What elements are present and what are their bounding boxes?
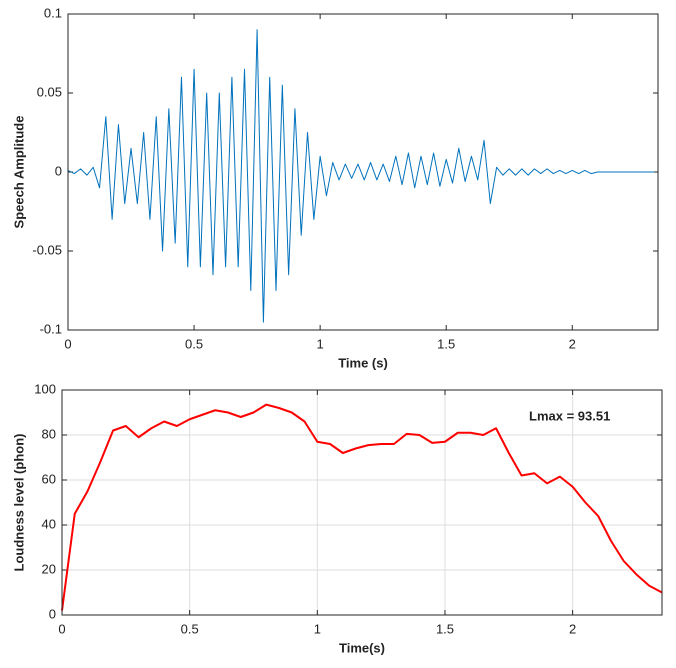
annotation: Lmax = 93.51 [529, 408, 610, 423]
x-tick-label: 0.5 [181, 621, 199, 636]
x-tick-label: 1.5 [437, 336, 455, 351]
y-tick-label: -0.05 [32, 242, 62, 257]
x-tick-label: 2 [569, 621, 576, 636]
y-tick-label: 60 [42, 471, 56, 486]
data-line [61, 403, 663, 611]
x-axis-label: Time (s) [338, 355, 388, 370]
y-axis-label: Speech Amplitude [11, 116, 26, 229]
x-tick-label: 2 [569, 336, 576, 351]
x-tick-label: 1 [317, 336, 324, 351]
y-tick-label: 0 [55, 163, 62, 178]
y-tick-label: 0 [49, 606, 56, 621]
y-tick-label: 80 [42, 426, 56, 441]
x-tick-label: 0 [58, 621, 65, 636]
data-line [67, 29, 655, 323]
x-tick-label: 1.5 [436, 621, 454, 636]
axes-frame [67, 13, 659, 331]
y-axis-label: Loudness level (phon) [11, 434, 26, 572]
y-tick-label: 100 [34, 381, 56, 396]
y-tick-label: 40 [42, 516, 56, 531]
y-tick-label: -0.1 [40, 321, 62, 336]
y-tick-label: 20 [42, 561, 56, 576]
y-tick-label: 0.1 [44, 5, 62, 20]
axes-frame [61, 389, 663, 616]
x-tick-label: 0 [64, 336, 71, 351]
x-tick-label: 0.5 [185, 336, 203, 351]
y-tick-label: 0.05 [37, 84, 62, 99]
x-axis-label: Time(s) [339, 640, 385, 655]
x-tick-label: 1 [314, 621, 321, 636]
